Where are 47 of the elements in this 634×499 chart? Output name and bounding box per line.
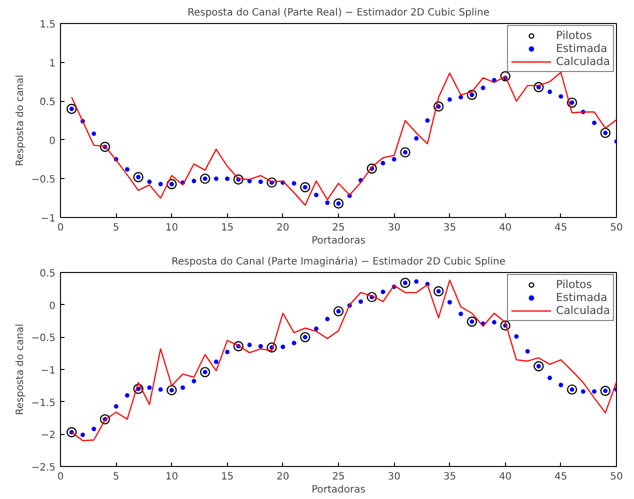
x-tick-label: 5 <box>112 222 120 234</box>
legend-label: Pilotos <box>556 29 592 42</box>
x-tick-label: 45 <box>554 222 568 234</box>
x-tick-label: 5 <box>112 472 120 482</box>
x-tick-label: 30 <box>388 472 400 482</box>
x-tick-label: 10 <box>165 222 178 234</box>
y-axis-title: Resposta do canal <box>15 324 26 416</box>
x-tick-label: 25 <box>332 222 345 234</box>
chart-title: Resposta do Canal (Parte Imaginária) − Estimador 2D Cubic Spline <box>172 256 506 268</box>
x-tick-label: 0 <box>57 222 64 234</box>
y-tick-label: −2 <box>40 430 56 442</box>
x-tick-label: 50 <box>610 472 623 482</box>
x-tick-label: 20 <box>276 222 290 234</box>
x-tick-label: 35 <box>443 222 456 234</box>
y-tick-label: −1.5 <box>31 398 56 409</box>
legend-label: Calculada <box>556 304 610 317</box>
x-tick-label: 25 <box>332 472 345 482</box>
legend-label: Estimada <box>556 291 608 304</box>
x-tick-label: 15 <box>220 472 234 482</box>
x-tick-label: 15 <box>220 222 234 234</box>
y-axis-title: Resposta do canal <box>15 74 26 166</box>
y-tick-label: 0 <box>49 300 56 312</box>
legend-label: Pilotos <box>556 278 592 291</box>
y-tick-label: −1 <box>40 366 56 376</box>
x-axis-title: Portadoras <box>312 484 366 496</box>
x-tick-label: 50 <box>610 222 623 234</box>
y-tick-label: −0.5 <box>31 174 56 186</box>
x-tick-label: 45 <box>554 472 568 482</box>
x-tick-label: 35 <box>443 472 456 482</box>
x-tick-label: 10 <box>165 472 178 482</box>
chart-title: Resposta do Canal (Parte Real) − Estimador 2D Cubic Spline <box>187 8 490 18</box>
x-tick-label: 0 <box>57 472 64 482</box>
x-tick-label: 30 <box>388 222 400 234</box>
x-axis-title: Portadoras <box>312 236 366 246</box>
y-tick-label: 0.5 <box>40 268 56 280</box>
x-tick-label: 20 <box>276 472 290 482</box>
legend-label: Calculada <box>556 55 610 68</box>
legend-label: Estimada <box>556 42 608 55</box>
x-tick-label: 40 <box>498 472 512 482</box>
x-tick-label: 40 <box>498 222 512 234</box>
y-tick-label: −1 <box>40 214 56 224</box>
y-tick-label: 0 <box>49 136 56 147</box>
y-tick-label: 0.5 <box>40 97 56 108</box>
y-tick-label: 1.5 <box>40 20 56 30</box>
y-tick-label: −0.5 <box>31 333 56 344</box>
y-tick-label: 1 <box>49 58 56 70</box>
y-tick-label: −2.5 <box>31 462 56 474</box>
